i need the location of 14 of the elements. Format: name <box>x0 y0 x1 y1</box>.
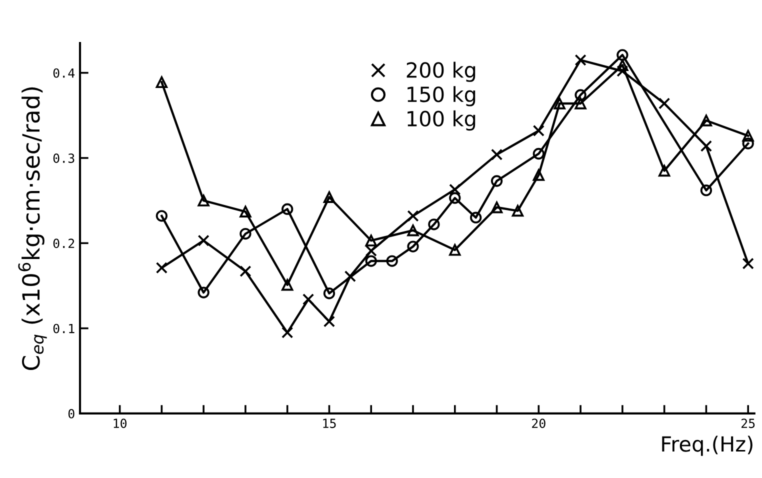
y-axis-title: C$_{eq}$ (x10$^{6}$kg·cm·sec/rad) <box>18 87 47 370</box>
x-tick-label: 20 <box>532 418 546 428</box>
y-tick-label: 0.3 <box>53 153 74 163</box>
x-tick-label: 15 <box>323 418 336 428</box>
legend-label: 150 kg <box>408 86 476 106</box>
legend-label: 200 kg <box>406 62 476 82</box>
y-tick-label: 0.4 <box>53 68 75 78</box>
y-tick-label: 0.2 <box>53 238 74 248</box>
x-tick-label: 10 <box>114 418 127 428</box>
x-tick-label: 25 <box>742 418 755 428</box>
legend-label: 100 kg <box>408 110 476 131</box>
x-axis-title: Freq.(Hz) <box>662 436 752 456</box>
y-tick-label: 0.1 <box>53 324 74 334</box>
y-tick-label: 0 <box>68 408 74 418</box>
